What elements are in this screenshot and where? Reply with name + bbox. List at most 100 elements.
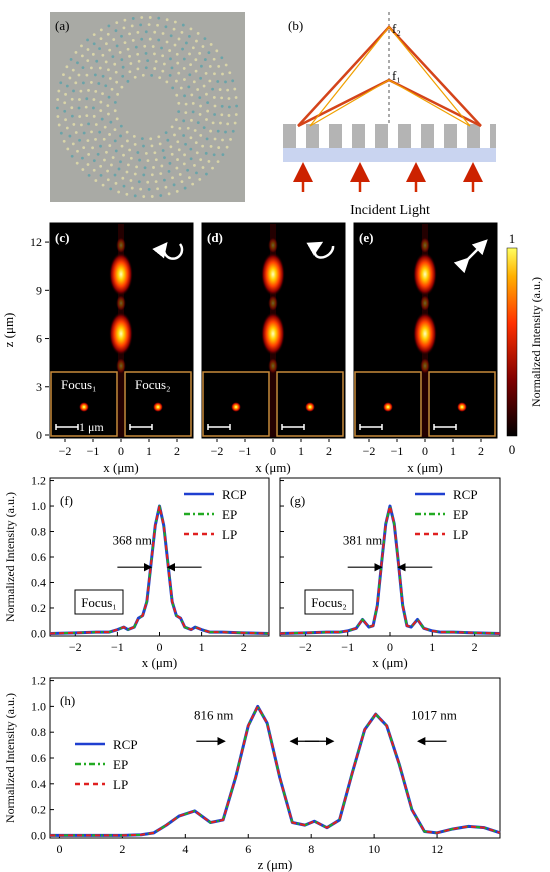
focal-spot (413, 252, 437, 297)
inset-spot (153, 402, 163, 412)
pillar-dot (162, 62, 166, 66)
pillar-dot (92, 159, 96, 163)
pillar-dot (140, 16, 144, 19)
pillar-dot (165, 40, 169, 44)
side-lobe (268, 357, 278, 374)
inset-focus: Focus₂ (124, 371, 192, 437)
pillar-dot (203, 37, 207, 41)
pillar-dot (186, 126, 190, 130)
pillar-dot (196, 121, 200, 125)
x-tick-label: −2 (211, 444, 224, 458)
pillar-dot (101, 183, 105, 187)
pillar-dot (175, 93, 179, 97)
pillar-dot (72, 89, 75, 93)
pillar-dot (113, 128, 117, 131)
pillar-dot (220, 96, 224, 100)
ray-paths (297, 25, 482, 128)
pillar-dot (63, 109, 67, 113)
pillar-dot (194, 141, 198, 145)
pillar-dot (56, 98, 60, 101)
pillar-dot (71, 142, 75, 146)
pillar-dot (196, 32, 200, 35)
pillar-dot (234, 113, 238, 116)
pillar-dot (205, 118, 208, 121)
pillar-dot (118, 51, 122, 54)
x-tick-label: 0 (387, 640, 393, 654)
pillar-dot (193, 163, 196, 167)
pillar-dot (139, 23, 143, 27)
x-tick-label: 0 (422, 444, 428, 458)
pillar-dot (136, 151, 140, 154)
pillar-dot (224, 80, 227, 84)
focal-spot (413, 311, 437, 356)
pillar-dot (86, 163, 90, 166)
pillar-dot (108, 144, 112, 147)
pillar-dot (227, 97, 231, 100)
pillar-dot (144, 151, 148, 155)
pillar-dot (82, 131, 86, 135)
pillar-dot (212, 153, 216, 157)
panel-label: (h) (60, 693, 75, 708)
pillar-dot (81, 66, 85, 69)
x-tick-label: 12 (431, 842, 443, 856)
pillar-dot (104, 60, 108, 64)
pillar-dot (147, 187, 151, 191)
pillar-dot (188, 73, 192, 77)
pillar-dot (196, 88, 200, 91)
pillar-dot (125, 130, 129, 134)
pillar-dot (75, 161, 79, 165)
pillar-dot (233, 121, 237, 125)
pillar-dot (203, 58, 207, 61)
pillar-dot (193, 129, 197, 132)
inset-focus: Focus₁ 1 μm (50, 371, 118, 437)
pillar-dot (188, 176, 191, 180)
side-lobe (268, 295, 278, 312)
line-chart: 0 2 4 6 8 10 12 z (μm) 0.0 0.2 0.4 0.6 0.8 1.0 1.2 Norm… (3, 674, 501, 872)
pillar-dot (121, 65, 125, 69)
pillar-dot (158, 76, 162, 80)
pillar-dot (169, 57, 172, 61)
pillar-dot (99, 109, 103, 113)
metasurface-gap (296, 124, 306, 148)
x-tick-label: −1 (87, 444, 100, 458)
pillar-dot (184, 102, 188, 106)
pillar-dot (227, 114, 231, 117)
pillar-dot (211, 121, 215, 125)
pillar-dot (122, 26, 126, 30)
pillar-dot (110, 163, 113, 167)
pillar-dot (177, 37, 181, 41)
pillar-dot (130, 24, 134, 28)
pillar-dot (128, 32, 131, 36)
pillar-dot (123, 18, 127, 22)
pillar-dot (220, 104, 224, 108)
incident-light-label: Incident Light (350, 203, 430, 218)
pillar-dot (91, 52, 95, 56)
colorbar-label: Normalized Intensity (a.u.) (529, 277, 543, 407)
pillar-dot (91, 146, 95, 150)
pillar-dot (106, 169, 109, 173)
pillar-dot (107, 24, 111, 28)
pillar-dot (146, 159, 150, 162)
y-axis-label: z (μm) (1, 313, 16, 348)
focal-spot (261, 311, 285, 356)
side-lobe (116, 295, 126, 312)
pillar-dot (226, 122, 230, 126)
pillar-dot (213, 104, 217, 108)
pillar-dot (86, 38, 89, 42)
pillar-dot (184, 111, 188, 115)
pillar-dot (189, 157, 193, 161)
pillar-dot (175, 79, 178, 83)
panel-label: (d) (207, 230, 223, 245)
pillar-dot (90, 130, 93, 134)
focus-box-label: Focus₂ (311, 595, 347, 610)
pillar-dot (66, 147, 70, 151)
pillar-dot (150, 73, 154, 77)
pillar-dot (154, 60, 158, 63)
pillar-dot (153, 151, 157, 155)
pillar-dot (221, 153, 225, 156)
pillar-dot (178, 173, 182, 176)
pillar-dot (74, 131, 78, 134)
pillar-dot (70, 97, 74, 101)
pillar-dot (172, 183, 176, 187)
fwhm-label: 1017 nm (411, 707, 457, 722)
